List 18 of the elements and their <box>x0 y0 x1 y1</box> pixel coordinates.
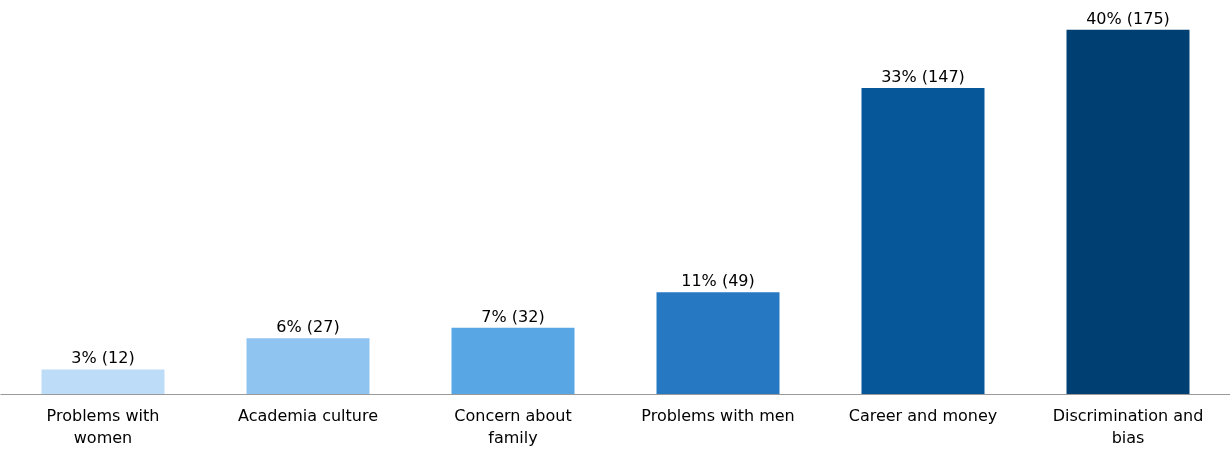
x-tick-label: Academia culture <box>237 405 379 425</box>
data-label: 40% (175) <box>1086 8 1170 28</box>
bar <box>861 88 985 395</box>
bar <box>1066 29 1190 395</box>
data-label: 7% (32) <box>481 306 545 326</box>
x-tick-label: Concern about family <box>454 405 572 448</box>
bar <box>246 338 370 395</box>
data-label: 3% (12) <box>71 348 135 368</box>
bar <box>41 369 165 395</box>
data-label: 6% (27) <box>276 317 340 337</box>
data-label: 11% (49) <box>681 271 755 291</box>
x-tick-label: Career and money <box>848 405 998 425</box>
bar <box>451 327 575 395</box>
x-tick-label: Problems with women <box>46 405 160 448</box>
x-tick-label: Problems with men <box>641 405 795 425</box>
data-label: 33% (147) <box>881 67 965 87</box>
x-tick-label: Discrimination and bias <box>1052 405 1204 448</box>
bar <box>656 292 780 395</box>
